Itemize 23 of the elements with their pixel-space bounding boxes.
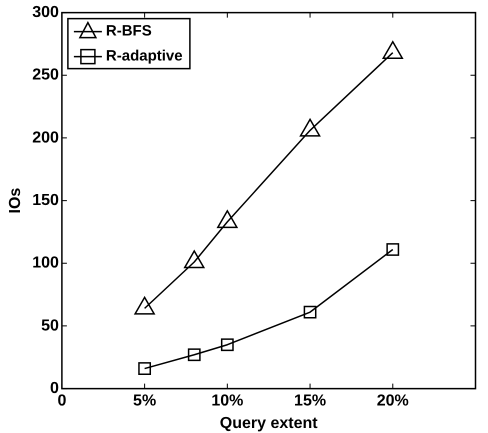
point [188, 348, 201, 362]
y-tick-label: 150 [32, 192, 59, 210]
y-tick-label: 250 [32, 66, 59, 84]
x-tick-label: 5% [133, 392, 156, 410]
y-tick-label: 100 [32, 254, 59, 272]
legend-label: R-BFS [106, 22, 152, 40]
point [220, 338, 234, 352]
y-tick-label: 0 [50, 380, 59, 398]
point [382, 40, 404, 59]
point [217, 210, 238, 228]
point [304, 306, 316, 319]
x-axis-title: Query extent [220, 414, 318, 432]
y-tick-label: 200 [32, 129, 59, 146]
point [386, 243, 400, 256]
legend-label: R-adaptive [106, 48, 183, 65]
x-tick-label: 20% [376, 392, 409, 410]
x-tick-label: 10% [211, 392, 244, 410]
x-tick-label: 15% [294, 392, 326, 410]
y-axis-title: IOs [7, 188, 24, 214]
y-tick-label: 50 [41, 317, 59, 334]
point [300, 118, 320, 137]
point [138, 362, 152, 375]
y-tick-label: 300 [32, 4, 59, 22]
